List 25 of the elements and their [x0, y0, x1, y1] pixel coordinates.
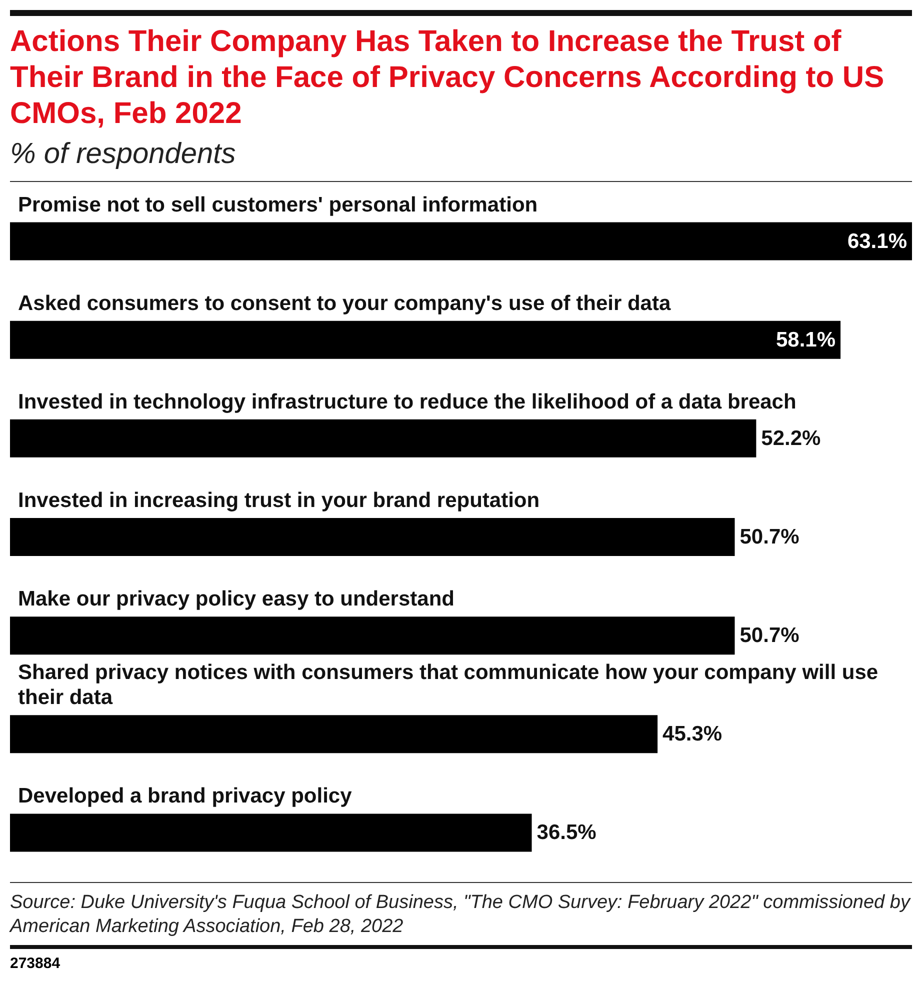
y-tick-label: Developed a brand privacy policy [18, 784, 352, 808]
data-label: 63.1% [847, 230, 908, 253]
y-tick-label: Shared privacy notices with consumers that communicate how your company will use their data [18, 661, 884, 710]
y-tick-label: Promise not to sell customers' personal information [18, 193, 538, 216]
bar [10, 419, 756, 458]
data-label: 50.7% [740, 624, 800, 648]
data-label: 45.3% [662, 722, 722, 746]
bar [10, 814, 532, 852]
bar [10, 616, 735, 655]
bar [10, 320, 841, 359]
data-label: 36.5% [536, 821, 597, 844]
y-tick-label: Make our privacy policy easy to understand [18, 588, 454, 611]
bar [10, 518, 735, 556]
y-tick-label: Invested in increasing trust in your brand reputation [18, 489, 540, 512]
bar [10, 715, 658, 754]
bar [10, 222, 912, 260]
y-tick-label: Asked consumers to consent to your company's use of their data [18, 292, 671, 315]
chart-title: Actions Their Company Has Taken to Increase the Trust of Their Brand in the Face of Privacy Concerns According to US CMOs, Feb 2022 [10, 24, 886, 132]
source-note: Source: Duke University's Fuqua School of Business, "The CMO Survey: February 2022" commissioned by American Marketing Association, Feb 28, 2022 [10, 891, 912, 939]
data-label: 52.2% [761, 426, 822, 450]
text: 273884 [10, 954, 62, 972]
chart-subtitle: % of respondents [10, 138, 237, 171]
y-tick-label: Invested in technology infrastructure to reduce the likelihood of a data breach [18, 390, 796, 414]
data-label: 50.7% [740, 526, 800, 548]
data-label: 58.1% [776, 328, 836, 352]
